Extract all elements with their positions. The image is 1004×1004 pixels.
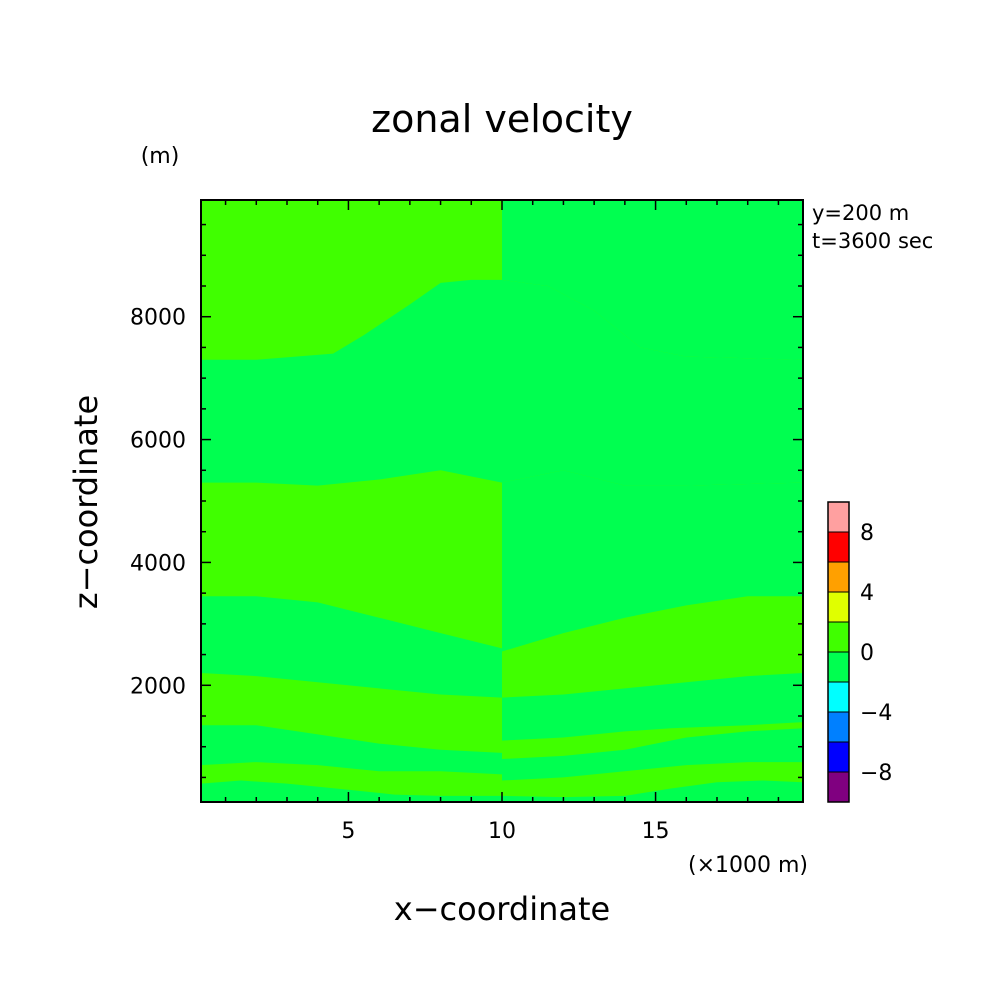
colorbar-swatch [827, 711, 850, 743]
colorbar-swatch [827, 561, 850, 593]
colorbar-tick-label: 8 [860, 521, 874, 546]
y-tick-label: 4000 [130, 551, 186, 576]
chart-title: zonal velocity [371, 97, 633, 141]
contour-band-4-right [502, 470, 803, 652]
y-axis-label: z−coordinate [67, 395, 105, 609]
colorbar-tick-label: −4 [860, 701, 892, 726]
contour-band-3-left [201, 279, 502, 486]
colorbar: −8 −4 0 4 8 [827, 501, 892, 803]
colorbar-swatch [827, 681, 850, 713]
y-axis-ticks: 2000 4000 6000 8000 [130, 223, 803, 779]
plot-area [200, 199, 804, 803]
colorbar-swatch [827, 741, 850, 773]
y-tick-label: 8000 [130, 306, 186, 331]
annotation-t: t=3600 sec [812, 229, 933, 253]
x-axis-ticks: 5 10 15 [224, 200, 780, 844]
contour-band-0-right [502, 780, 803, 802]
contour-band-5-right [502, 200, 803, 360]
colorbar-tick-label: 0 [860, 641, 874, 666]
annotation-y: y=200 m [812, 201, 909, 225]
y-axis-unit: (m) [141, 144, 180, 169]
contour-band-3-right [502, 279, 803, 486]
colorbar-swatch [827, 771, 850, 803]
contour-band-2-left [201, 596, 502, 698]
contour-band-0-left [201, 780, 502, 802]
colorbar-swatch [827, 531, 850, 563]
x-axis-unit: (×1000 m) [688, 853, 808, 878]
colorbar-tick-label: −8 [860, 761, 892, 786]
colorbar-swatch [827, 591, 850, 623]
colorbar-frame [827, 501, 850, 803]
colorbar-swatch [827, 651, 850, 683]
x-tick-label: 5 [341, 819, 355, 844]
contour-band-2-right [502, 673, 803, 741]
colorbar-tick-label: 4 [860, 581, 874, 606]
x-tick-label: 15 [642, 819, 670, 844]
colorbar-swatch [827, 621, 850, 653]
y-tick-label: 2000 [130, 674, 186, 699]
colorbar-swatch [827, 501, 850, 533]
y-tick-label: 6000 [130, 429, 186, 454]
x-tick-label: 10 [488, 819, 516, 844]
x-axis-label: x−coordinate [394, 890, 610, 928]
contour-band-1-left [201, 725, 502, 775]
contour-band-1-right [502, 728, 803, 781]
